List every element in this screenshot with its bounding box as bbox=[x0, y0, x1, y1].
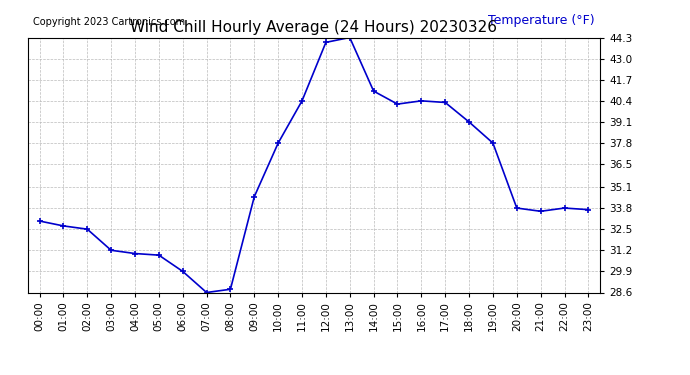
Title: Wind Chill Hourly Average (24 Hours) 20230326: Wind Chill Hourly Average (24 Hours) 202… bbox=[130, 20, 497, 35]
Text: Temperature (°F): Temperature (°F) bbox=[488, 14, 595, 27]
Text: Copyright 2023 Cartronics.com: Copyright 2023 Cartronics.com bbox=[33, 17, 186, 27]
